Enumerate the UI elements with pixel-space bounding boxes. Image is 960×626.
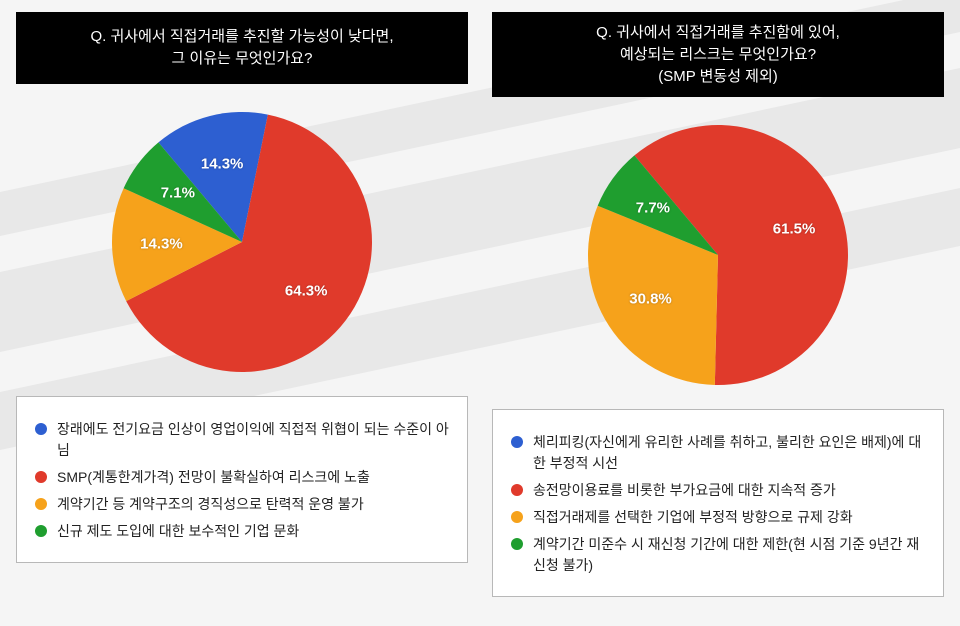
pie-slice-label: 14.3% (140, 235, 183, 252)
legend-bullet-icon (35, 525, 47, 537)
pie-chart: 61.5% 30.8% 7.7% (578, 115, 858, 395)
legend-text: 계약기간 등 계약구조의 경직성으로 탄력적 운영 불가 (57, 494, 364, 515)
panels-container: Q. 귀사에서 직접거래를 추진할 가능성이 낮다면, 그 이유는 무엇인가요?… (0, 0, 960, 626)
legend-item: 장래에도 전기요금 인상이 영업이익에 직접적 위협이 되는 수준이 아님 (35, 419, 449, 461)
pie-slice-label: 7.7% (636, 199, 670, 216)
legend-item: 송전망이용료를 비롯한 부가요금에 대한 지속적 증가 (511, 480, 925, 501)
legend-text: 직접거래제를 선택한 기업에 부정적 방향으로 규제 강화 (533, 507, 853, 528)
pie-chart: 14.3% 64.3% 14.3% 7.1% (102, 102, 382, 382)
legend-bullet-icon (511, 436, 523, 448)
pie-slice-label: 30.8% (629, 291, 672, 308)
pie-slice-label: 61.5% (773, 220, 816, 237)
legend: 장래에도 전기요금 인상이 영업이익에 직접적 위협이 되는 수준이 아님 SMP… (16, 396, 468, 563)
legend-text: 송전망이용료를 비롯한 부가요금에 대한 지속적 증가 (533, 480, 836, 501)
legend-bullet-icon (511, 511, 523, 523)
legend-item: 직접거래제를 선택한 기업에 부정적 방향으로 규제 강화 (511, 507, 925, 528)
panel-0: Q. 귀사에서 직접거래를 추진할 가능성이 낮다면, 그 이유는 무엇인가요?… (16, 12, 468, 610)
question-box: Q. 귀사에서 직접거래를 추진함에 있어, 예상되는 리스크는 무엇인가요? … (492, 12, 944, 97)
legend-item: SMP(계통한계가격) 전망이 불확실하여 리스크에 노출 (35, 467, 449, 488)
legend-item: 계약기간 등 계약구조의 경직성으로 탄력적 운영 불가 (35, 494, 449, 515)
legend-bullet-icon (35, 471, 47, 483)
legend: 체리피킹(자신에게 유리한 사례를 취하고, 불리한 요인은 배제)에 대한 부… (492, 409, 944, 597)
pie-slice-label: 7.1% (161, 185, 195, 202)
legend-bullet-icon (511, 538, 523, 550)
legend-text: 장래에도 전기요금 인상이 영업이익에 직접적 위협이 되는 수준이 아님 (57, 419, 449, 461)
legend-bullet-icon (35, 498, 47, 510)
pie-slice-label: 14.3% (201, 155, 244, 172)
legend-text: 체리피킹(자신에게 유리한 사례를 취하고, 불리한 요인은 배제)에 대한 부… (533, 432, 925, 474)
legend-item: 체리피킹(자신에게 유리한 사례를 취하고, 불리한 요인은 배제)에 대한 부… (511, 432, 925, 474)
legend-item: 계약기간 미준수 시 재신청 기간에 대한 제한(현 시점 기준 9년간 재신청… (511, 534, 925, 576)
legend-text: SMP(계통한계가격) 전망이 불확실하여 리스크에 노출 (57, 467, 370, 488)
question-box: Q. 귀사에서 직접거래를 추진할 가능성이 낮다면, 그 이유는 무엇인가요? (16, 12, 468, 84)
legend-bullet-icon (511, 484, 523, 496)
legend-bullet-icon (35, 423, 47, 435)
pie-slice-label: 64.3% (285, 282, 328, 299)
panel-1: Q. 귀사에서 직접거래를 추진함에 있어, 예상되는 리스크는 무엇인가요? … (492, 12, 944, 610)
legend-item: 신규 제도 도입에 대한 보수적인 기업 문화 (35, 521, 449, 542)
legend-text: 신규 제도 도입에 대한 보수적인 기업 문화 (57, 521, 299, 542)
legend-text: 계약기간 미준수 시 재신청 기간에 대한 제한(현 시점 기준 9년간 재신청… (533, 534, 925, 576)
